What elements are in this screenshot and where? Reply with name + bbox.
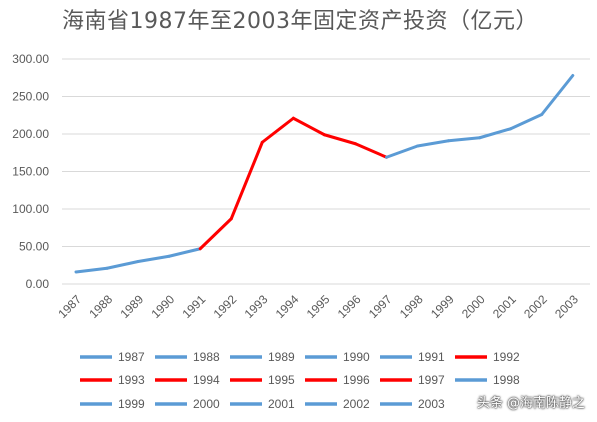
y-tick-label: 0.00 <box>26 277 50 291</box>
line-segment <box>198 217 233 251</box>
legend-label: 1996 <box>343 373 370 387</box>
line-segment <box>509 113 544 131</box>
x-tick-label: 2002 <box>521 292 550 321</box>
x-tick-label: 2000 <box>459 292 488 321</box>
line-segment <box>385 144 420 159</box>
legend-label: 1997 <box>418 373 445 387</box>
line-segment <box>416 139 451 148</box>
legend-label: 2001 <box>268 397 295 411</box>
line-segment <box>353 142 388 159</box>
line-segment <box>478 127 513 140</box>
legend-label: 1988 <box>193 350 220 364</box>
line-segment <box>105 260 140 270</box>
y-tick-label: 100.00 <box>12 202 49 216</box>
y-tick-label: 250.00 <box>12 90 49 104</box>
legend-label: 1999 <box>118 397 145 411</box>
line-segment <box>322 133 357 146</box>
legend-label: 2003 <box>418 397 445 411</box>
x-tick-label: 1988 <box>86 292 115 321</box>
x-axis-ticks: 1987 1988 1989 1990 1991 1992 1993 1994 1995 1996… <box>55 292 581 321</box>
series-line <box>74 74 575 274</box>
x-tick-label: 1989 <box>117 292 146 321</box>
chart-title: 海南省1987年至2003年固定资产投资（亿元） <box>62 9 538 34</box>
legend-label: 1987 <box>118 350 145 364</box>
x-tick-label: 1997 <box>366 292 395 321</box>
legend-label: 2002 <box>343 397 370 411</box>
x-tick-label: 1990 <box>148 292 177 321</box>
legend-label: 2000 <box>193 397 220 411</box>
legend-label: 1994 <box>193 373 220 387</box>
legend-label: 1992 <box>493 350 520 364</box>
legend-label: 1995 <box>268 373 295 387</box>
legend-label: 1989 <box>268 350 295 364</box>
legend: 1987 1988 1989 1990 1991 1992 1993 1994 1995 1996… <box>80 350 520 411</box>
line-segment <box>447 136 482 143</box>
x-tick-label: 1999 <box>428 292 457 321</box>
line-segment <box>136 254 171 263</box>
x-tick-label: 1992 <box>211 292 240 321</box>
y-tick-label: 200.00 <box>12 127 49 141</box>
x-tick-label: 1995 <box>304 292 333 321</box>
x-tick-label: 1994 <box>273 292 302 321</box>
watermark: 头条 @海南陈静之 <box>476 396 585 411</box>
y-axis-ticks: 0.00 50.00 100.00 150.00 200.00 250.00 300.00 <box>12 52 49 291</box>
legend-label: 1990 <box>343 350 370 364</box>
x-tick-label: 1998 <box>397 292 426 321</box>
x-tick-label: 1993 <box>242 292 271 321</box>
legend-label: 1993 <box>118 373 145 387</box>
x-tick-label: 1987 <box>55 292 84 321</box>
x-tick-label: 2001 <box>490 292 519 321</box>
line-segment <box>260 116 295 144</box>
y-tick-label: 150.00 <box>12 165 49 179</box>
line-segment <box>229 140 264 221</box>
line-segment <box>540 74 575 116</box>
legend-label: 1991 <box>418 350 445 364</box>
line-segment <box>291 116 326 137</box>
line-segment <box>167 247 202 258</box>
x-tick-label: 1996 <box>335 292 364 321</box>
line-segment <box>74 266 109 274</box>
y-tick-label: 300.00 <box>12 52 49 66</box>
legend-label: 1998 <box>493 373 520 387</box>
x-tick-label: 2003 <box>552 292 581 321</box>
gridlines <box>62 58 590 285</box>
x-tick-label: 1991 <box>180 292 209 321</box>
y-tick-label: 50.00 <box>19 240 49 254</box>
